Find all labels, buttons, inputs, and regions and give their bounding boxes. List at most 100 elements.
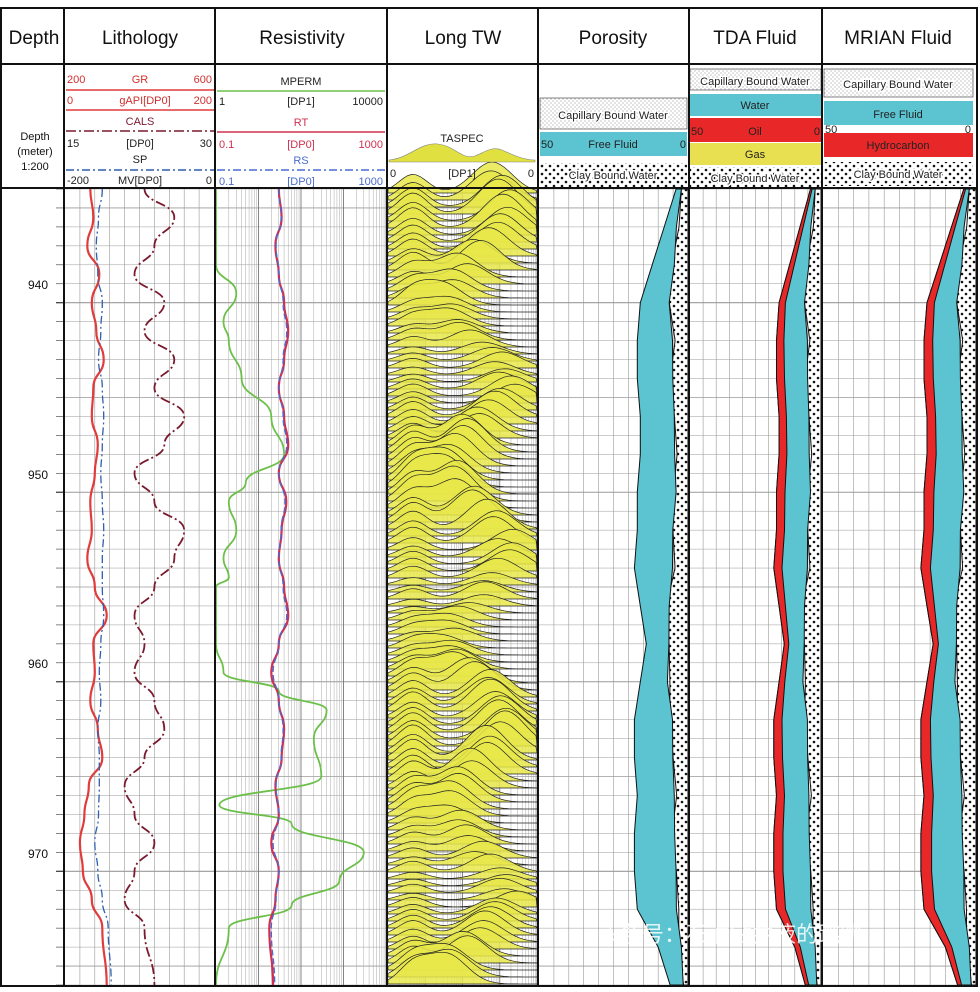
curve-gr — [78, 188, 108, 986]
taspec-wave — [387, 824, 537, 845]
cals-unit: [DP0] — [126, 138, 154, 150]
curve-sp — [94, 188, 112, 986]
rs-unit: [DP0] — [287, 176, 315, 188]
track-title-porosity: Porosity — [579, 28, 648, 49]
depth-header-unit: (meter) — [17, 146, 52, 158]
tda-oil-swatch — [690, 118, 821, 142]
taspec-min: 0 — [390, 168, 396, 180]
taspec-wave — [387, 581, 539, 600]
cals-min: 15 — [67, 138, 79, 150]
por-ff-swatch — [540, 132, 687, 156]
tda-gas-swatch — [690, 143, 821, 165]
depth-header-scale: 1:200 — [21, 161, 49, 173]
sp-max: 0 — [206, 175, 212, 187]
taspec-wave — [387, 951, 537, 985]
taspec-unit: [DP1] — [448, 168, 476, 180]
mrian-cbw-swatch — [823, 68, 974, 98]
longtw-header: TASPEC 0 [DP1] 0 — [388, 133, 536, 180]
rs-max: 1000 — [359, 176, 383, 188]
depth-tick-label: 960 — [28, 657, 48, 671]
taspec-wave — [387, 840, 538, 859]
tda-clay-swatch — [690, 167, 821, 187]
mrian-ff-label: Free Fluid — [873, 109, 923, 121]
por-clay-label: Clay Bound Water — [569, 170, 658, 182]
rt-unit: [DP0] — [287, 139, 315, 151]
tracks-layer — [387, 161, 977, 986]
curve-cals — [123, 188, 186, 986]
mrian-clay-label: Clay Bound Water — [854, 169, 943, 181]
taspec-spectra — [387, 161, 539, 985]
tda-cbw-label: Capillary Bound Water — [700, 76, 810, 88]
sp-min: -200 — [67, 175, 89, 187]
tda-clay-label: Clay Bound Water — [711, 173, 800, 185]
taspec-wave — [387, 557, 538, 579]
track-title-longtw: Long TW — [425, 28, 502, 49]
taspec-wave — [387, 329, 538, 348]
track-title-depth: Depth — [9, 28, 60, 49]
gr-name: GR — [132, 74, 149, 86]
mperm-name: MPERM — [281, 76, 322, 88]
mrian-hc-swatch — [824, 133, 973, 157]
rt-name: RT — [294, 117, 309, 129]
tda-max: 0 — [814, 126, 820, 138]
taspec-wave — [387, 619, 537, 635]
gapi-min: 0 — [67, 95, 73, 107]
sp-name: SP — [133, 154, 148, 166]
mrian-hc-label: Hydrocarbon — [867, 140, 930, 152]
gapi-max: 200 — [194, 95, 212, 107]
track-title-resistivity: Resistivity — [259, 28, 345, 49]
tda-water-label: Water — [741, 100, 770, 112]
depth-header-label: Depth — [20, 131, 49, 143]
frame-outer — [0, 7, 978, 987]
taspec-header-shape — [388, 143, 536, 163]
por-cbw-swatch — [539, 97, 688, 130]
por-min: 50 — [541, 139, 553, 151]
por-ff-label: Free Fluid — [588, 139, 638, 151]
mperm-max: 10000 — [352, 96, 383, 108]
por-cbw-label: Capillary Bound Water — [558, 110, 668, 122]
track-titles: Depth Lithology Resistivity Long TW Poro… — [9, 28, 952, 49]
tda-min: 50 — [691, 126, 703, 138]
depth-tick-label: 940 — [28, 278, 48, 292]
rt-min: 0.1 — [219, 139, 234, 151]
lithology-header: 200 GR 600 0 gAPI[DP0] 200 CALS 15 [DP0]… — [66, 74, 214, 187]
mrian-ff-swatch — [824, 101, 973, 125]
mperm-min: 1 — [219, 96, 225, 108]
mrian-header: Capillary Bound Water Free Fluid 50 0 Hy… — [823, 68, 974, 186]
taspec-max: 0 — [528, 168, 534, 180]
tda-oil-label: Oil — [748, 126, 761, 138]
frame — [0, 7, 978, 987]
depth-tick-label: 970 — [28, 847, 48, 861]
taspec-wave — [387, 572, 538, 586]
tda-header: Capillary Bound Water Water 50 Oil 0 Gas… — [689, 68, 822, 187]
tda-gas-label: Gas — [745, 149, 766, 161]
rt-max: 1000 — [359, 139, 383, 151]
cals-name: CALS — [126, 116, 155, 128]
taspec-wave — [387, 307, 537, 327]
por-clay-swatch — [540, 163, 687, 187]
curve-rs — [270, 188, 288, 986]
tda-water-swatch — [690, 94, 821, 116]
resistivity-header: MPERM 1 [DP1] 10000 RT 0.1 [DP0] 1000 RS… — [217, 76, 385, 188]
depth-tick-label: 950 — [28, 468, 48, 482]
gr-min: 200 — [67, 74, 85, 86]
track-title-mrian: MRIAN Fluid — [844, 28, 952, 49]
taspec-wave — [387, 594, 538, 607]
sp-unit: MV[DP0] — [118, 175, 162, 187]
track-title-tda: TDA Fluid — [713, 28, 796, 49]
rs-name: RS — [293, 155, 308, 167]
depth-header: Depth (meter) 1:200 — [17, 131, 52, 173]
cals-max: 30 — [200, 138, 212, 150]
mrian-max: 0 — [965, 124, 971, 136]
mrian-cbw-label: Capillary Bound Water — [843, 79, 953, 91]
gr-max: 600 — [194, 74, 212, 86]
porosity-header: Capillary Bound Water 50 Free Fluid 0 Cl… — [539, 97, 688, 187]
mrian-clay-swatch — [824, 162, 973, 186]
taspec-name: TASPEC — [440, 133, 483, 145]
depth-ticks: 940 950 960 970 — [28, 278, 48, 861]
por-max: 0 — [680, 139, 686, 151]
track-title-lithology: Lithology — [102, 28, 179, 49]
gapi-name: gAPI[DP0] — [119, 95, 170, 107]
mperm-unit: [DP1] — [287, 96, 315, 108]
